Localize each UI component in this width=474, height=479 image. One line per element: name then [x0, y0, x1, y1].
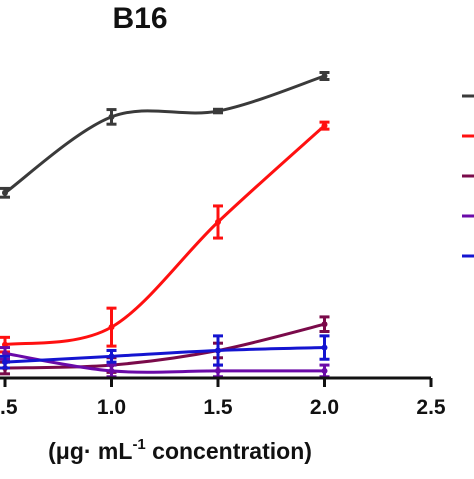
series-line — [4, 74, 325, 195]
x-tick-label: 1.5 — [203, 396, 233, 419]
series-line — [4, 351, 325, 374]
data-point — [321, 344, 328, 351]
series-line — [4, 124, 326, 347]
data-point — [215, 219, 221, 225]
data-point — [108, 113, 115, 120]
series-line — [4, 346, 325, 364]
data-point — [215, 108, 221, 115]
data-point — [2, 189, 8, 196]
data-point — [215, 367, 221, 374]
x-tick-label: 1.0 — [97, 396, 126, 419]
x-axis: .5 1.0 1.5 2.0 2.5 — [0, 376, 446, 419]
data-point — [2, 359, 8, 366]
x-axis-label-prefix: (μg· mL — [48, 438, 132, 464]
x-axis-label-superscript: -1 — [132, 436, 145, 453]
x-axis-label: (μg· mL-1 concentration) — [48, 436, 312, 464]
chart-title: B16 — [112, 2, 167, 35]
data-point — [215, 347, 221, 354]
x-tick-label: 2.5 — [416, 396, 446, 419]
series-layer — [0, 70, 330, 379]
data-point — [108, 367, 115, 374]
data-point — [321, 122, 328, 129]
data-point — [108, 353, 115, 360]
series-1 — [0, 70, 330, 199]
series-3 — [0, 315, 330, 376]
data-point — [321, 367, 328, 374]
series-5 — [0, 334, 330, 370]
series-line — [4, 322, 325, 370]
data-point — [108, 324, 115, 331]
x-tick-label: .5 — [0, 396, 18, 419]
x-tick-label: 2.0 — [310, 396, 339, 419]
data-point — [321, 73, 328, 79]
x-axis-label-suffix: concentration) — [146, 438, 312, 464]
legend — [462, 94, 474, 258]
data-point — [321, 321, 328, 328]
